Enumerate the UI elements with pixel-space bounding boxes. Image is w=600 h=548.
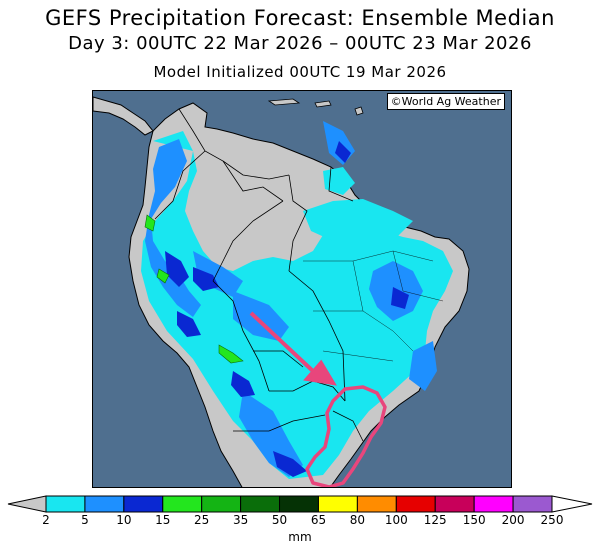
colorbar-tick-label: 10 [116,513,132,527]
colorbar-tick-label: 150 [462,513,486,527]
colorbar-cell [356,495,397,513]
map-canvas [93,96,470,487]
annotation-arrow [249,311,337,386]
colorbar-tick-label: 65 [310,513,327,527]
colorbar-tick-label: 80 [349,513,366,527]
caribbean-islands [267,98,364,116]
precipitation-map: ©World Ag Weather [92,90,512,488]
colorbar-cell [240,495,281,513]
colorbar-below-arrow [7,495,47,513]
colorbar-tick-label: 15 [155,513,171,527]
colorbar-cell [201,495,242,513]
colorbar-tick-label: 5 [81,513,89,527]
colorbar-cell [84,495,125,513]
colorbar-tick-label: 250 [540,513,564,527]
annotation-region-outline [305,385,387,487]
precip-10-15mm [165,141,409,477]
colorbar-tick-label: 35 [232,513,249,527]
state-borders [303,250,444,362]
credit-label: ©World Ag Weather [386,93,505,110]
colorbar-cell [434,495,475,513]
central-america [93,96,154,136]
colorbar-tick-label: 2 [42,513,50,527]
colorbar-cell [279,495,319,513]
precip-15-25mm [144,214,244,364]
colorbar-cell [317,495,358,513]
colorbar-tick-label: 200 [501,513,525,527]
colorbar-tick-label: 125 [423,513,447,527]
colorbar [7,495,593,513]
map-title: GEFS Precipitation Forecast: Ensemble Me… [45,6,555,30]
colorbar-cell [123,495,164,513]
model-init-time: Model Initialized 00UTC 19 Mar 2026 [153,63,447,81]
colorbar-cell [512,495,553,513]
colorbar-cell [473,495,514,513]
colorbar-cell [395,495,436,513]
colorbar-unit: mm [288,530,312,544]
forecast-period: Day 3: 00UTC 22 Mar 2026 – 00UTC 23 Mar … [68,33,532,54]
colorbar-tick-label: 50 [271,513,288,527]
colorbar-tick-label: 25 [194,513,210,527]
colorbar-cell [45,495,86,513]
colorbar-tick-label: 100 [384,513,408,527]
colorbar-above-arrow [551,495,593,513]
colorbar-cell [162,495,203,513]
